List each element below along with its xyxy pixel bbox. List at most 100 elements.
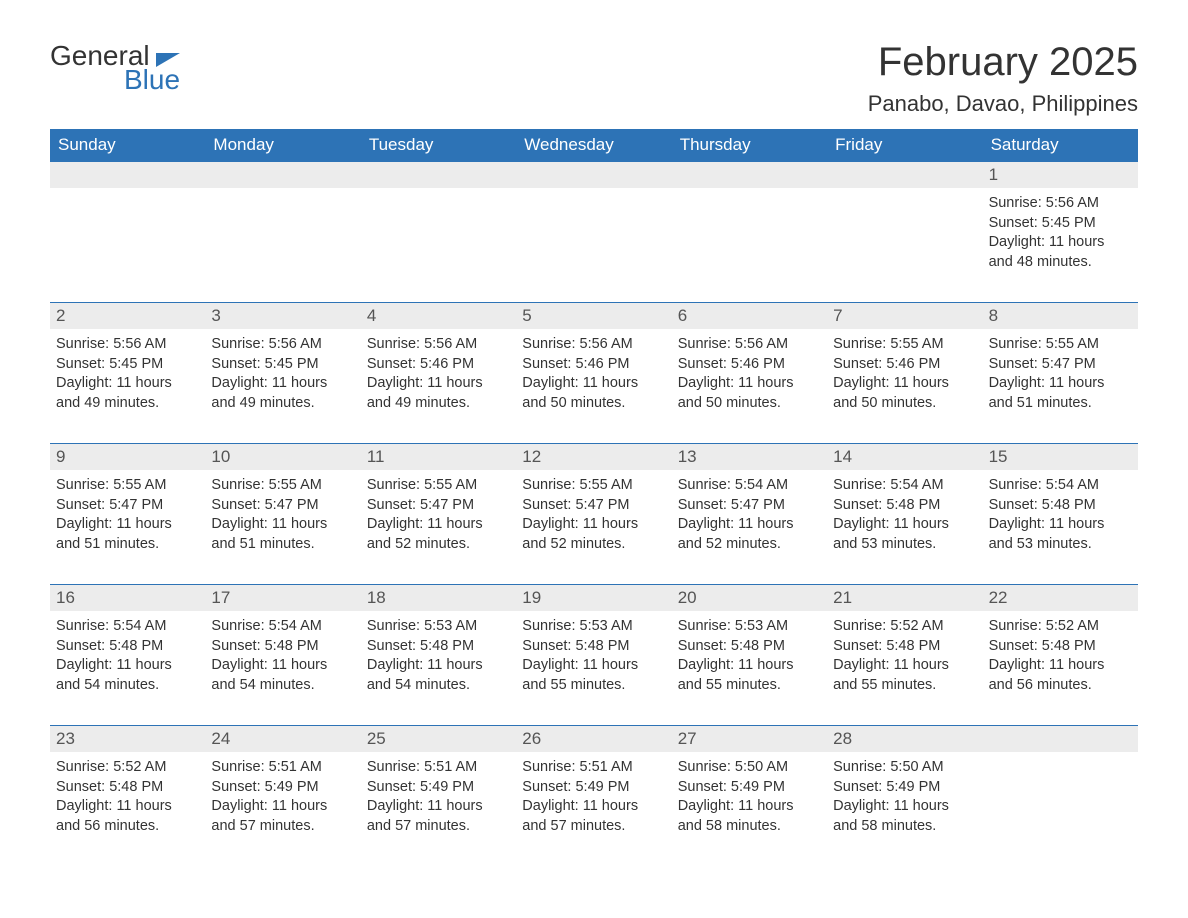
- weekday-sunday: Sunday: [50, 129, 205, 161]
- day-cell: Sunrise: 5:56 AMSunset: 5:45 PMDaylight:…: [50, 329, 205, 425]
- sunrise-text: Sunrise: 5:54 AM: [678, 476, 821, 496]
- day-cell: Sunrise: 5:56 AMSunset: 5:45 PMDaylight:…: [983, 188, 1138, 284]
- daylight-text: Daylight: 11 hours and 55 minutes.: [678, 656, 821, 695]
- daylight-text: Daylight: 11 hours and 51 minutes.: [989, 374, 1132, 413]
- day-number: 11: [361, 444, 516, 470]
- day-cell: Sunrise: 5:53 AMSunset: 5:48 PMDaylight:…: [361, 611, 516, 707]
- sunrise-text: Sunrise: 5:56 AM: [211, 335, 354, 355]
- daylight-text: Daylight: 11 hours and 54 minutes.: [367, 656, 510, 695]
- day-number: 17: [205, 585, 360, 611]
- day-number: 14: [827, 444, 982, 470]
- day-number: [361, 162, 516, 188]
- sunrise-text: Sunrise: 5:50 AM: [678, 758, 821, 778]
- sunrise-text: Sunrise: 5:52 AM: [833, 617, 976, 637]
- sunrise-text: Sunrise: 5:55 AM: [833, 335, 976, 355]
- day-cell: [827, 188, 982, 284]
- day-cell: [205, 188, 360, 284]
- weekday-monday: Monday: [205, 129, 360, 161]
- day-number: 7: [827, 303, 982, 329]
- sunset-text: Sunset: 5:47 PM: [367, 496, 510, 516]
- week-row: 1Sunrise: 5:56 AMSunset: 5:45 PMDaylight…: [50, 161, 1138, 284]
- daynum-strip: 16171819202122: [50, 585, 1138, 611]
- day-cell: Sunrise: 5:52 AMSunset: 5:48 PMDaylight:…: [983, 611, 1138, 707]
- sunrise-text: Sunrise: 5:55 AM: [56, 476, 199, 496]
- sunrise-text: Sunrise: 5:54 AM: [211, 617, 354, 637]
- weekday-header-row: Sunday Monday Tuesday Wednesday Thursday…: [50, 129, 1138, 161]
- location-text: Panabo, Davao, Philippines: [868, 91, 1138, 117]
- day-cell: Sunrise: 5:56 AMSunset: 5:46 PMDaylight:…: [516, 329, 671, 425]
- day-cell: Sunrise: 5:56 AMSunset: 5:46 PMDaylight:…: [672, 329, 827, 425]
- daynum-strip: 9101112131415: [50, 444, 1138, 470]
- day-number: 28: [827, 726, 982, 752]
- daylight-text: Daylight: 11 hours and 49 minutes.: [367, 374, 510, 413]
- sunset-text: Sunset: 5:46 PM: [678, 355, 821, 375]
- sunrise-text: Sunrise: 5:56 AM: [56, 335, 199, 355]
- sunrise-text: Sunrise: 5:51 AM: [211, 758, 354, 778]
- day-number: 21: [827, 585, 982, 611]
- sunset-text: Sunset: 5:47 PM: [56, 496, 199, 516]
- sunset-text: Sunset: 5:45 PM: [56, 355, 199, 375]
- day-number: [672, 162, 827, 188]
- daylight-text: Daylight: 11 hours and 49 minutes.: [56, 374, 199, 413]
- sunset-text: Sunset: 5:46 PM: [367, 355, 510, 375]
- sunrise-text: Sunrise: 5:52 AM: [989, 617, 1132, 637]
- sunset-text: Sunset: 5:48 PM: [56, 778, 199, 798]
- sunset-text: Sunset: 5:48 PM: [56, 637, 199, 657]
- day-cell: Sunrise: 5:54 AMSunset: 5:48 PMDaylight:…: [205, 611, 360, 707]
- sunrise-text: Sunrise: 5:55 AM: [367, 476, 510, 496]
- week-row: 16171819202122Sunrise: 5:54 AMSunset: 5:…: [50, 584, 1138, 707]
- sunrise-text: Sunrise: 5:53 AM: [367, 617, 510, 637]
- sunrise-text: Sunrise: 5:56 AM: [367, 335, 510, 355]
- weekday-thursday: Thursday: [672, 129, 827, 161]
- daylight-text: Daylight: 11 hours and 52 minutes.: [678, 515, 821, 554]
- daylight-text: Daylight: 11 hours and 50 minutes.: [678, 374, 821, 413]
- daylight-text: Daylight: 11 hours and 51 minutes.: [56, 515, 199, 554]
- sunset-text: Sunset: 5:48 PM: [211, 637, 354, 657]
- day-cell: Sunrise: 5:50 AMSunset: 5:49 PMDaylight:…: [672, 752, 827, 848]
- sunrise-text: Sunrise: 5:51 AM: [522, 758, 665, 778]
- day-number: 19: [516, 585, 671, 611]
- day-number: 20: [672, 585, 827, 611]
- sunrise-text: Sunrise: 5:52 AM: [56, 758, 199, 778]
- flag-icon: [156, 53, 180, 67]
- week-row: 232425262728Sunrise: 5:52 AMSunset: 5:48…: [50, 725, 1138, 848]
- day-cell: Sunrise: 5:56 AMSunset: 5:45 PMDaylight:…: [205, 329, 360, 425]
- day-number: 16: [50, 585, 205, 611]
- day-cell: Sunrise: 5:55 AMSunset: 5:47 PMDaylight:…: [983, 329, 1138, 425]
- day-number: 22: [983, 585, 1138, 611]
- sunrise-text: Sunrise: 5:54 AM: [833, 476, 976, 496]
- day-number: 18: [361, 585, 516, 611]
- weekday-tuesday: Tuesday: [361, 129, 516, 161]
- day-cell: Sunrise: 5:52 AMSunset: 5:48 PMDaylight:…: [50, 752, 205, 848]
- day-cell: Sunrise: 5:52 AMSunset: 5:48 PMDaylight:…: [827, 611, 982, 707]
- day-number: [516, 162, 671, 188]
- day-cell: [516, 188, 671, 284]
- daylight-text: Daylight: 11 hours and 53 minutes.: [989, 515, 1132, 554]
- day-number: 26: [516, 726, 671, 752]
- daynum-strip: 2345678: [50, 303, 1138, 329]
- sunset-text: Sunset: 5:47 PM: [211, 496, 354, 516]
- sunset-text: Sunset: 5:47 PM: [989, 355, 1132, 375]
- sunset-text: Sunset: 5:45 PM: [989, 214, 1132, 234]
- day-cell: [672, 188, 827, 284]
- logo: General Blue: [50, 40, 180, 96]
- day-cell: Sunrise: 5:51 AMSunset: 5:49 PMDaylight:…: [361, 752, 516, 848]
- sunset-text: Sunset: 5:48 PM: [367, 637, 510, 657]
- day-cell: Sunrise: 5:54 AMSunset: 5:48 PMDaylight:…: [983, 470, 1138, 566]
- daylight-text: Daylight: 11 hours and 49 minutes.: [211, 374, 354, 413]
- sunset-text: Sunset: 5:46 PM: [833, 355, 976, 375]
- day-number: 8: [983, 303, 1138, 329]
- daylight-text: Daylight: 11 hours and 57 minutes.: [367, 797, 510, 836]
- daynum-strip: 232425262728: [50, 726, 1138, 752]
- day-cell: Sunrise: 5:50 AMSunset: 5:49 PMDaylight:…: [827, 752, 982, 848]
- day-number: 27: [672, 726, 827, 752]
- sunrise-text: Sunrise: 5:53 AM: [522, 617, 665, 637]
- day-cell: Sunrise: 5:55 AMSunset: 5:46 PMDaylight:…: [827, 329, 982, 425]
- daylight-text: Daylight: 11 hours and 48 minutes.: [989, 233, 1132, 272]
- daylight-text: Daylight: 11 hours and 56 minutes.: [989, 656, 1132, 695]
- day-number: 6: [672, 303, 827, 329]
- day-cell: Sunrise: 5:54 AMSunset: 5:48 PMDaylight:…: [50, 611, 205, 707]
- day-number: 5: [516, 303, 671, 329]
- sunrise-text: Sunrise: 5:55 AM: [211, 476, 354, 496]
- sunset-text: Sunset: 5:49 PM: [833, 778, 976, 798]
